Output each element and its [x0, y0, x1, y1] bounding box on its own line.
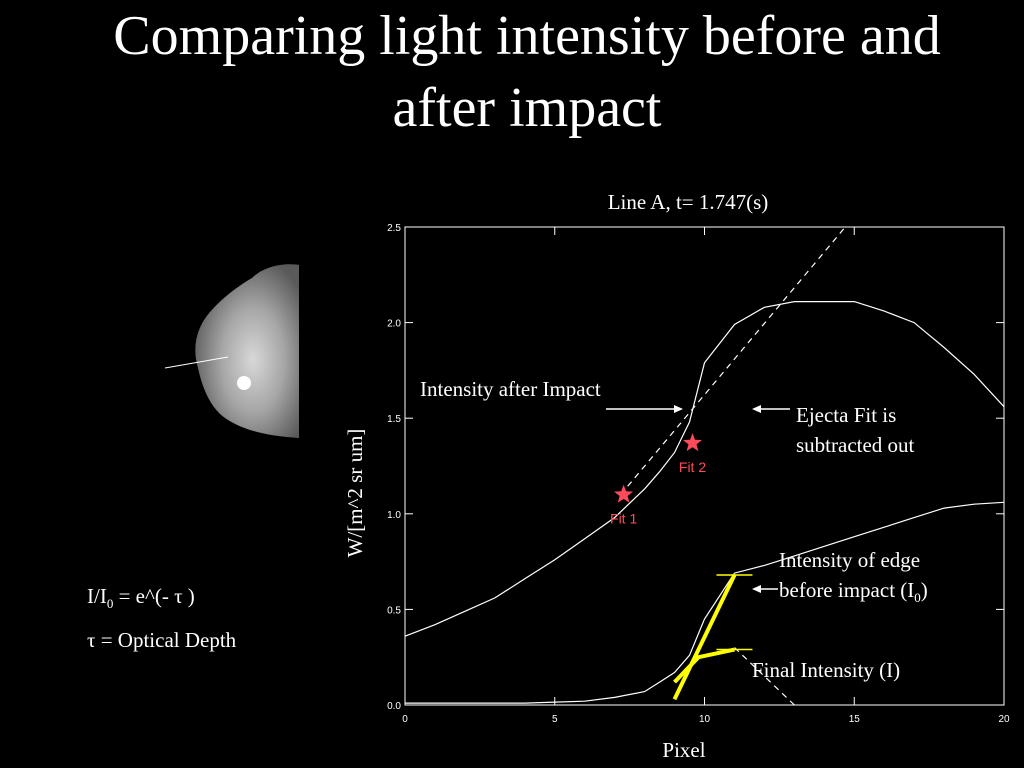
title-line-1: Comparing light intensity before and [113, 5, 941, 67]
arrowhead-intensity-after [674, 405, 683, 413]
x-tick-label: 15 [849, 714, 861, 725]
annotation-edge-intensity: Intensity of edge before impact (I0) [779, 545, 928, 613]
series-line-1 [620, 226, 846, 496]
y-axis-label: W/[m^2 sr um] [343, 429, 367, 558]
y-tick-label: 1.5 [387, 414, 401, 425]
annotation-final-intensity: Final Intensity (I) [752, 658, 901, 682]
x-tick-label: 20 [998, 714, 1010, 725]
y-tick-label: 0.0 [387, 701, 401, 712]
x-axis-label: Pixel [662, 738, 705, 762]
x-tick-label: 10 [699, 714, 711, 725]
y-tick-label: 2.0 [387, 319, 401, 330]
series-line-3 [734, 647, 795, 706]
title-line-2: after impact [392, 77, 662, 139]
annotation-ejecta-fit: Ejecta Fit is subtracted out [796, 400, 914, 460]
edge-line-2-prefix: before impact (I [779, 578, 915, 602]
y-tick-label: 1.0 [387, 510, 401, 521]
highlight-line-1 [673, 647, 735, 684]
axis-ticks: 0 5 10 15 20 0.0 0.5 1.0 1.5 2.0 2.5 [387, 223, 1010, 725]
formula-rest: = e^(- τ ) [113, 584, 195, 608]
slide-title: Comparing light intensity before and aft… [30, 0, 1024, 144]
y-tick-label: 0.5 [387, 605, 401, 616]
marker-layer: Fit 1 Fit 2 [610, 433, 706, 527]
impact-flash [237, 376, 251, 390]
y-tick-label: 2.5 [387, 223, 401, 234]
series-layer [404, 226, 1005, 706]
edge-line-2: before impact (I0) [779, 575, 928, 613]
formula-optical-depth: I/I0 = e^(- τ ) [87, 584, 195, 612]
tau-definition: τ = Optical Depth [87, 628, 237, 652]
series-line-2 [405, 501, 1005, 704]
annotation-arrows [606, 405, 790, 593]
series-line-0 [404, 301, 1005, 637]
highlight-layer [672, 574, 753, 701]
ejecta-line-2: subtracted out [796, 433, 915, 457]
formula-prefix: I/I [87, 584, 107, 608]
fit-star-marker [614, 484, 634, 503]
edge-line-1: Intensity of edge [779, 548, 921, 572]
fit-marker-label: Fit 2 [679, 459, 706, 475]
highlight-line-0 [672, 574, 737, 701]
fit-marker-label: Fit 1 [610, 511, 637, 527]
arrowhead-ejecta-fit [752, 405, 761, 413]
comet-image [164, 264, 299, 438]
line-a-marker [164, 356, 229, 369]
fit-star-marker [683, 433, 702, 452]
chart-title: Line A, t= 1.747(s) [608, 190, 769, 214]
edge-line-2-sub: 0 [914, 590, 921, 606]
arrowhead-edge-intensity [752, 585, 761, 593]
x-tick-label: 5 [552, 714, 558, 725]
formula-subscript: 0 [106, 596, 114, 612]
edge-line-2-suffix: ) [920, 578, 928, 602]
x-tick-label: 0 [402, 714, 408, 725]
annotation-intensity-after: Intensity after Impact [420, 377, 601, 401]
ejecta-line-1: Ejecta Fit is [796, 403, 897, 427]
